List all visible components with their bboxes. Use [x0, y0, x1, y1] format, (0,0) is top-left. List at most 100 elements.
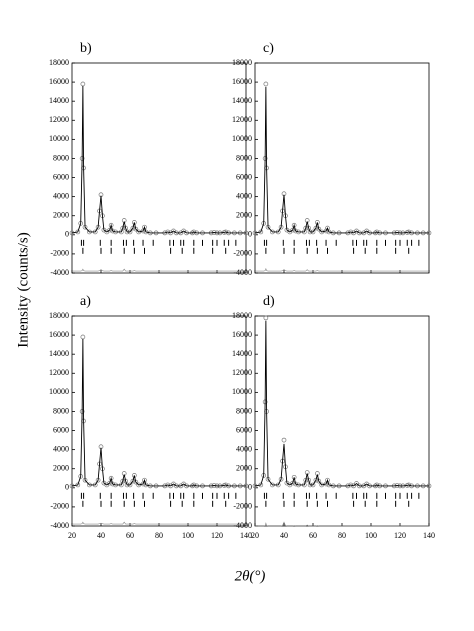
- observed-point: [130, 478, 136, 484]
- observed-point: [406, 229, 412, 235]
- observed-point: [406, 482, 412, 488]
- y-tick-label: 0: [248, 483, 252, 492]
- observed-point: [165, 482, 171, 488]
- y-tick-label: -4000: [233, 521, 252, 530]
- y-tick-label: 18000: [232, 311, 252, 320]
- calculated-line: [254, 86, 429, 234]
- observed-point: [290, 480, 296, 486]
- y-tick-label: 8000: [53, 406, 69, 415]
- y-tick-label: 14000: [49, 349, 69, 358]
- y-tick-label: 14000: [232, 96, 252, 105]
- y-tick-label: 10000: [232, 134, 252, 143]
- x-tick-label: 60: [126, 531, 134, 540]
- observed-point: [107, 480, 113, 486]
- observed-point: [107, 227, 113, 233]
- y-tick-label: 6000: [236, 425, 252, 434]
- y-tick-label: 8000: [236, 406, 252, 415]
- x-tick-label: 100: [182, 531, 194, 540]
- y-tick-label: 12000: [49, 115, 69, 124]
- observed-point: [313, 477, 319, 483]
- observed-point: [325, 477, 330, 483]
- plot-frame: [71, 62, 247, 274]
- observed-point: [281, 437, 287, 443]
- observed-point: [223, 229, 229, 235]
- y-tick-label: 12000: [232, 115, 252, 124]
- plot-frame: [254, 315, 430, 527]
- x-tick-label: 80: [155, 531, 163, 540]
- y-tick-label: -2000: [233, 249, 252, 258]
- x-tick-label: 120: [211, 531, 223, 540]
- y-tick-label: 4000: [236, 191, 252, 200]
- y-tick-label: 6000: [53, 425, 69, 434]
- observed-point: [108, 475, 114, 481]
- observed-point: [291, 222, 297, 228]
- observed-point: [108, 222, 114, 228]
- y-tick-label: 0: [248, 230, 252, 239]
- panel-label: c): [263, 41, 274, 56]
- x-tick-label: 100: [365, 531, 377, 540]
- observed-point: [348, 482, 354, 488]
- observed-point: [313, 225, 319, 231]
- x-tick-label: 140: [423, 531, 435, 540]
- calculated-line: [254, 320, 429, 487]
- observed-point: [290, 227, 296, 233]
- difference-line: [72, 521, 246, 525]
- x-tick-label: 60: [309, 531, 317, 540]
- y-axis-label: Intensity (counts/s): [15, 232, 31, 347]
- y-tick-label: 6000: [236, 172, 252, 181]
- x-tick-label: 140: [240, 531, 252, 540]
- observed-point: [374, 482, 380, 488]
- y-tick-label: 14000: [232, 349, 252, 358]
- y-tick-label: 8000: [236, 153, 252, 162]
- observed-point: [165, 229, 171, 235]
- y-tick-label: -2000: [50, 502, 69, 511]
- y-tick-label: -4000: [233, 268, 252, 277]
- observed-point: [80, 81, 86, 87]
- y-tick-label: 2000: [236, 211, 252, 220]
- observed-point: [142, 224, 147, 230]
- y-tick-label: 0: [65, 230, 69, 239]
- observed-point: [293, 228, 298, 234]
- y-tick-label: 16000: [232, 77, 252, 86]
- observed-point: [110, 481, 115, 487]
- plot-frame: [71, 315, 247, 527]
- y-tick-label: 8000: [53, 153, 69, 162]
- observed-point: [110, 228, 115, 234]
- observed-point: [354, 481, 359, 486]
- observed-point: [142, 477, 147, 483]
- observed-point: [263, 315, 269, 321]
- y-tick-label: 4000: [53, 444, 69, 453]
- observed-point: [191, 229, 197, 235]
- y-tick-label: 10000: [232, 387, 252, 396]
- difference-line: [255, 521, 429, 527]
- y-tick-label: 2000: [236, 464, 252, 473]
- panel-label: d): [263, 294, 275, 309]
- y-tick-label: 12000: [232, 368, 252, 377]
- y-tick-label: 18000: [49, 58, 69, 67]
- y-tick-label: 12000: [49, 368, 69, 377]
- calculated-line: [71, 85, 246, 234]
- observed-point: [374, 229, 380, 235]
- y-tick-label: 16000: [49, 330, 69, 339]
- observed-point: [80, 334, 86, 340]
- observed-point: [263, 81, 269, 87]
- observed-point: [223, 482, 229, 488]
- plot-frame: [254, 62, 430, 274]
- y-tick-label: 16000: [49, 77, 69, 86]
- observed-point: [348, 229, 354, 235]
- x-tick-label: 120: [394, 531, 406, 540]
- y-tick-label: 6000: [53, 172, 69, 181]
- y-tick-label: -2000: [233, 502, 252, 511]
- y-tick-label: -4000: [50, 521, 69, 530]
- observed-point: [351, 483, 356, 489]
- y-tick-label: 4000: [53, 191, 69, 200]
- y-tick-label: 0: [65, 483, 69, 492]
- y-tick-label: 14000: [49, 96, 69, 105]
- y-tick-label: 10000: [49, 387, 69, 396]
- y-tick-label: 10000: [49, 134, 69, 143]
- difference-line: [255, 267, 429, 272]
- y-tick-label: 2000: [53, 211, 69, 220]
- y-tick-label: 16000: [232, 330, 252, 339]
- y-tick-label: 2000: [53, 464, 69, 473]
- x-axis-label: 2θ(°): [235, 568, 266, 584]
